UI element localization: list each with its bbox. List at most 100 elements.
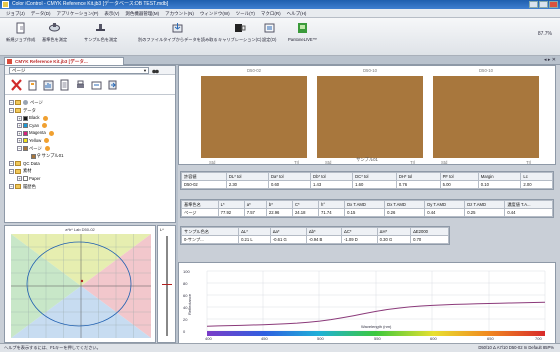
print-icon[interactable] xyxy=(75,79,86,91)
table-row[interactable]: 0-サンプ... 0.21 L -0.61 G -0.94 B -1.09 D … xyxy=(180,235,449,244)
menu-application[interactable]: アプリケーション(P) xyxy=(56,11,99,16)
tree-item-paper[interactable]: + Paper xyxy=(17,175,41,182)
measure-standard-label: 基準色を測定 xyxy=(42,37,68,42)
warning-dot-icon xyxy=(42,115,48,121)
column-header: a* xyxy=(243,200,267,209)
table-cell: 0.30 G xyxy=(376,235,412,244)
x-tick: 550 xyxy=(374,336,381,341)
calibration-button[interactable]: キャリブレーション(C) xyxy=(218,22,261,42)
spectral-graph[interactable]: 100 80 60 40 20 0 400 450 500 550 600 65… xyxy=(179,263,555,343)
ab-plot[interactable] xyxy=(11,234,151,338)
table-cell: -0.61 G xyxy=(269,235,307,244)
menu-macro[interactable]: マクロ(R) xyxy=(260,11,281,16)
document-tab-bar: CMYK Reference Kit.jb3 [データ... ◂ ▸ ✕ xyxy=(0,56,560,65)
tab-controls[interactable]: ◂ ▸ ✕ xyxy=(544,57,556,63)
import-button[interactable]: 別のファイルタイプからデータを読み取る xyxy=(138,22,218,42)
table-cell: -0.94 B xyxy=(305,235,343,244)
column-header: DL* tol xyxy=(225,172,269,181)
swatch-tile-2[interactable]: D50-10 Std Trl xyxy=(317,68,423,165)
tree-item-sample01[interactable]: ⚲サンプル01 xyxy=(9,152,175,160)
pantone-live-button[interactable]: PantoneLIVE™ xyxy=(288,22,317,42)
column-header: ΔC* xyxy=(341,227,378,236)
document-tab[interactable]: CMYK Reference Kit.jb3 [データ... xyxy=(4,57,124,65)
menu-view[interactable]: 表示(V) xyxy=(104,11,120,16)
calibration-icon xyxy=(235,24,246,32)
table-cell: 2.00 xyxy=(520,180,553,189)
ab-plot-panel: a*b* Lab D50-02 xyxy=(4,225,156,343)
pantone-live-label: PantoneLIVE™ xyxy=(288,37,317,42)
tree-item-page-color[interactable]: − ページ xyxy=(9,145,175,153)
y-tick: 20 xyxy=(183,317,188,322)
column-header: L* xyxy=(217,200,245,209)
table-row[interactable]: D50-02 2.30 0.60 1.43 1.60 0.76 5.00 0.1… xyxy=(181,180,553,189)
plot-title: a*b* Lab D50-02 xyxy=(65,227,95,232)
measure-standard-button[interactable]: 基準色を測定 xyxy=(42,22,67,42)
tree-item-history[interactable]: − 履歴色 xyxy=(9,183,36,189)
menu-account[interactable]: アカウント(N) xyxy=(165,11,194,16)
maximize-button[interactable] xyxy=(539,1,548,8)
menu-window[interactable]: ウィンドウ(W) xyxy=(199,11,230,16)
tree-item-yellow[interactable]: + Yellow xyxy=(9,137,175,145)
l-marker xyxy=(162,284,172,285)
report-icon[interactable] xyxy=(59,79,70,91)
settings-label: 設定(O) xyxy=(262,37,277,42)
settings-icon xyxy=(264,23,275,33)
binoculars-icon[interactable] xyxy=(152,67,159,74)
tree-item-page[interactable]: − ページ xyxy=(9,100,43,106)
table-cell: 0.60 xyxy=(267,180,312,189)
measure-sample-button[interactable]: サンプル色を測定 xyxy=(84,22,117,42)
tree-item-material[interactable]: − 素材 xyxy=(9,168,32,174)
tree-item-magenta[interactable]: + Magenta xyxy=(9,129,175,137)
send-icon[interactable] xyxy=(107,79,118,91)
column-header: Δb* xyxy=(305,227,343,236)
delete-icon[interactable] xyxy=(11,78,22,91)
table-cell: 5.00 xyxy=(439,180,479,189)
new-job-button[interactable]: 新規ジョブ作成 xyxy=(6,22,35,42)
title-bar: Color iControl - CMYK Reference Kit.jb3 … xyxy=(0,0,560,9)
tree-item-black[interactable]: + Black xyxy=(9,114,175,122)
swatch-tile-1[interactable]: D50-02 Std Trl xyxy=(201,68,307,165)
document-new-icon xyxy=(16,22,25,34)
column-header: DH* tol xyxy=(395,172,441,181)
sample-flag-icon: ⚲ xyxy=(37,153,41,160)
column-header: Lc xyxy=(520,172,553,181)
menu-help[interactable]: ヘルプ(H) xyxy=(286,11,307,16)
table-cell: -1.09 D xyxy=(341,235,378,244)
swatch-caption: サンプル01 xyxy=(356,157,378,162)
warning-dot-icon xyxy=(44,145,50,151)
export-icon[interactable] xyxy=(91,79,102,91)
tree-item-qc-data[interactable]: − QC Data xyxy=(9,160,40,167)
warning-dot-icon xyxy=(44,138,50,144)
chart-data-icon[interactable] xyxy=(43,79,54,91)
import-icon xyxy=(172,23,183,33)
settings-button[interactable]: 設定(O) xyxy=(262,22,276,42)
menu-instrument[interactable]: 測色機器管理(M) xyxy=(125,11,160,16)
tree-item-data[interactable]: − データ xyxy=(9,107,36,113)
zoom-level: 87.7% xyxy=(537,31,552,37)
copy-data-icon[interactable] xyxy=(27,79,38,91)
view-selector[interactable]: ページ ▼ xyxy=(9,66,149,74)
import-label: 別のファイルタイプからデータを読み取る xyxy=(138,37,218,42)
minimize-button[interactable] xyxy=(529,1,538,8)
column-header: ΔH* xyxy=(376,227,412,236)
data-tree-panel: ページ ▼ − ページ − データ + Black + Cyan + Magenta + Y… xyxy=(4,65,176,223)
close-button[interactable] xyxy=(549,1,558,8)
table-row[interactable]: ページ 77.92 7.57 22.96 24.18 71.74 0.15 0.… xyxy=(181,208,553,217)
panel-toolbar xyxy=(5,75,175,95)
column-header: ΔE2000 xyxy=(410,227,449,236)
menu-job[interactable]: ジョブ(J) xyxy=(6,11,25,16)
table-cell: ページ xyxy=(181,208,219,217)
panel-splitter[interactable] xyxy=(176,65,178,343)
column-header: C* xyxy=(291,200,320,209)
table-cell: 2.30 xyxy=(225,180,269,189)
chevron-down-icon: ▼ xyxy=(143,67,147,73)
tree-header: ページ ▼ xyxy=(5,66,175,75)
menu-data[interactable]: データ(D) xyxy=(30,11,51,16)
tree-item-cyan[interactable]: + Cyan xyxy=(9,122,175,130)
menu-tools[interactable]: ツール(T) xyxy=(235,11,255,16)
swatch-tile-3[interactable]: D50-10 Std Trl xyxy=(433,68,539,165)
column-header: PF tol xyxy=(439,172,479,181)
table-cell: 0.44 xyxy=(424,208,466,217)
table-cell: 0.15 xyxy=(344,208,386,217)
table-cell: 71.74 xyxy=(318,208,346,217)
